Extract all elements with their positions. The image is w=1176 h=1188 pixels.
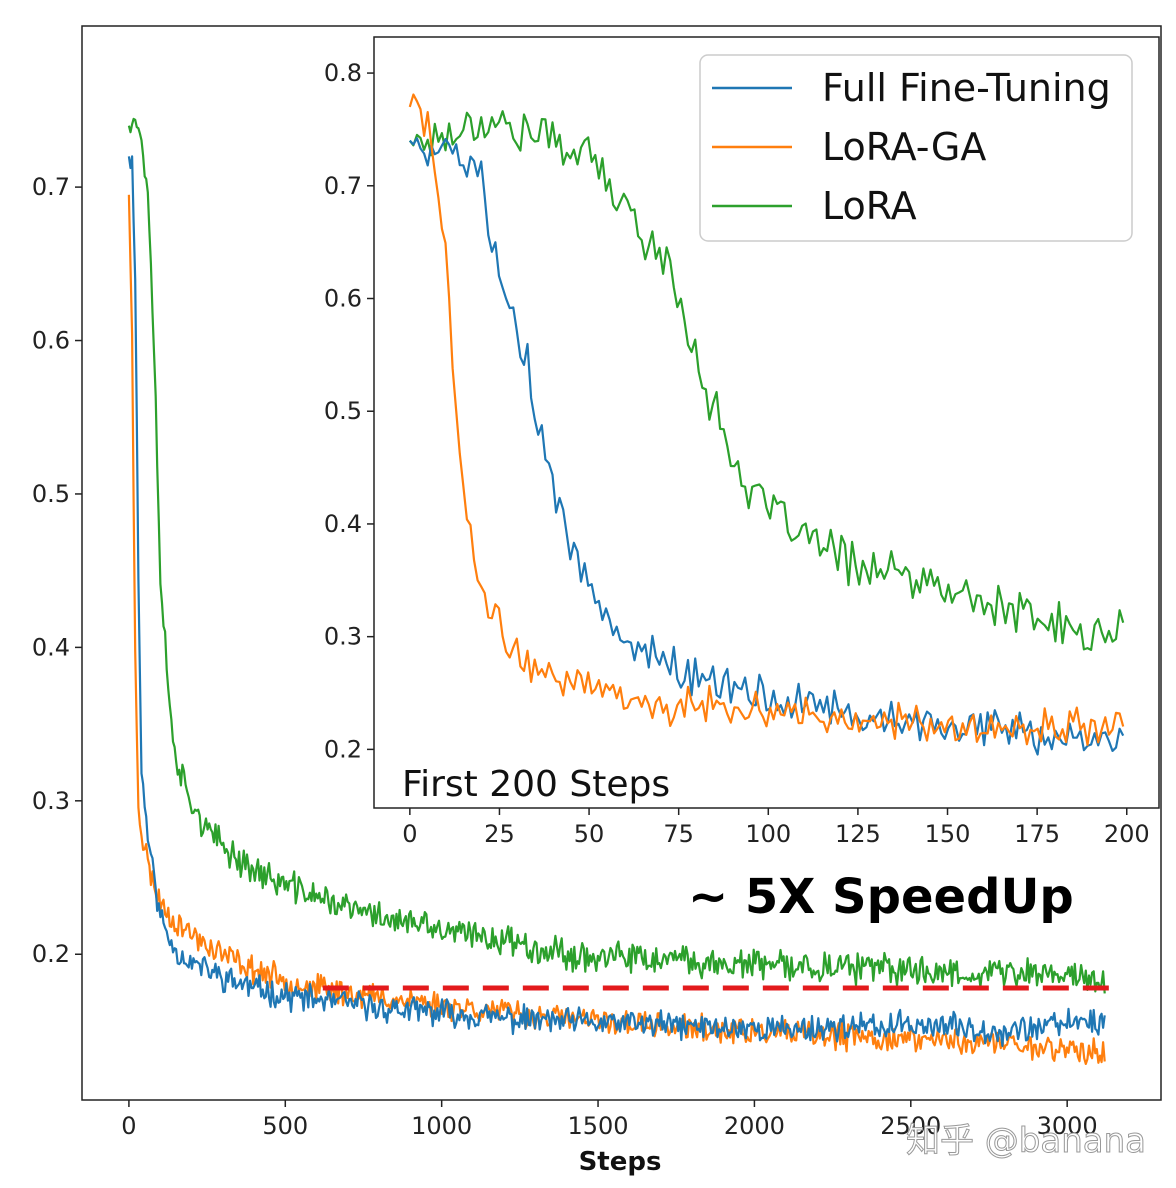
main-y-tick-label: 0.6 [32, 327, 70, 355]
inset-x-tick-label: 25 [484, 820, 515, 848]
main-x-axis: 0 500 1000 1500 2000 2500 3000 [121, 1100, 1098, 1140]
main-y-tick-label: 0.3 [32, 787, 70, 815]
inset-x-tick-label: 200 [1104, 820, 1150, 848]
speedup-annotation: ~ 5X SpeedUp [688, 869, 1074, 925]
inset-series-lora-ga [408, 93, 1125, 746]
watermark: 知乎 @banana [906, 1121, 1146, 1161]
main-x-tick-label: 1000 [411, 1112, 472, 1140]
main-x-tick-label: 500 [262, 1112, 308, 1140]
inset-plot: 0 25 50 75 100 125 150 175 200 0.20.30.40.50.60.… [324, 36, 1160, 848]
inset-x-tick-label: 50 [574, 820, 605, 848]
main-x-tick-label: 1500 [568, 1112, 629, 1140]
inset-x-tick-label: 75 [663, 820, 694, 848]
inset-y-tick-label: 0.6 [324, 285, 362, 313]
main-y-axis: 0.2 0.3 0.4 0.5 0.6 0.7 [32, 173, 82, 968]
inset-y-tick-label: 0.2 [324, 735, 362, 763]
inset-series-lora [408, 110, 1125, 651]
main-x-axis-label: Steps [579, 1147, 662, 1177]
inset-x-tick-label: 175 [1014, 820, 1060, 848]
main-x-tick-label: 3000 [1037, 1112, 1098, 1140]
main-series-full-fine-tuning [127, 155, 1106, 1047]
main-x-tick-label: 2500 [880, 1112, 941, 1140]
inset-y-tick-label: 0.8 [324, 59, 362, 87]
inset-y-tick-label: 0.5 [324, 397, 362, 425]
inset-plot-frame [373, 36, 1160, 809]
main-plot-frame [81, 25, 1162, 1101]
main-x-tick-label: 2000 [724, 1112, 785, 1140]
main-y-tick-label: 0.4 [32, 633, 70, 661]
legend-box [699, 54, 1133, 242]
main-x-tick-label: 0 [121, 1112, 136, 1140]
legend-label-full-fine-tuning: Full Fine-Tuning [822, 66, 1111, 110]
inset-series-group [408, 93, 1125, 756]
inset-x-tick-label: 100 [745, 820, 791, 848]
inset-title: First 200 Steps [402, 764, 670, 805]
main-series-group [127, 117, 1106, 1065]
inset-y-tick-label: 0.3 [324, 623, 362, 651]
main-y-tick-label: 0.5 [32, 480, 70, 508]
legend-label-lora: LoRA [822, 184, 917, 228]
inset-y-tick-label: 0.4 [324, 510, 362, 538]
main-series-lora [127, 117, 1106, 994]
legend: Full Fine-Tuning LoRA-GA LoRA [699, 54, 1133, 242]
main-y-tick-label: 0.2 [32, 940, 70, 968]
main-y-tick-label: 0.7 [32, 173, 70, 201]
legend-label-lora-ga: LoRA-GA [822, 125, 986, 169]
inset-x-tick-label: 125 [835, 820, 881, 848]
main-plot: 0 500 1000 1500 2000 2500 3000 0.20.30.40.50.6… [32, 25, 1162, 1177]
inset-y-axis: 0.2 0.3 0.4 0.5 0.6 0.7 0.8 [324, 59, 374, 763]
inset-y-tick-label: 0.7 [324, 172, 362, 200]
inset-x-tick-label: 0 [402, 820, 417, 848]
inset-x-tick-label: 150 [925, 820, 971, 848]
inset-x-axis: 0 25 50 75 100 125 150 175 200 [402, 808, 1150, 848]
